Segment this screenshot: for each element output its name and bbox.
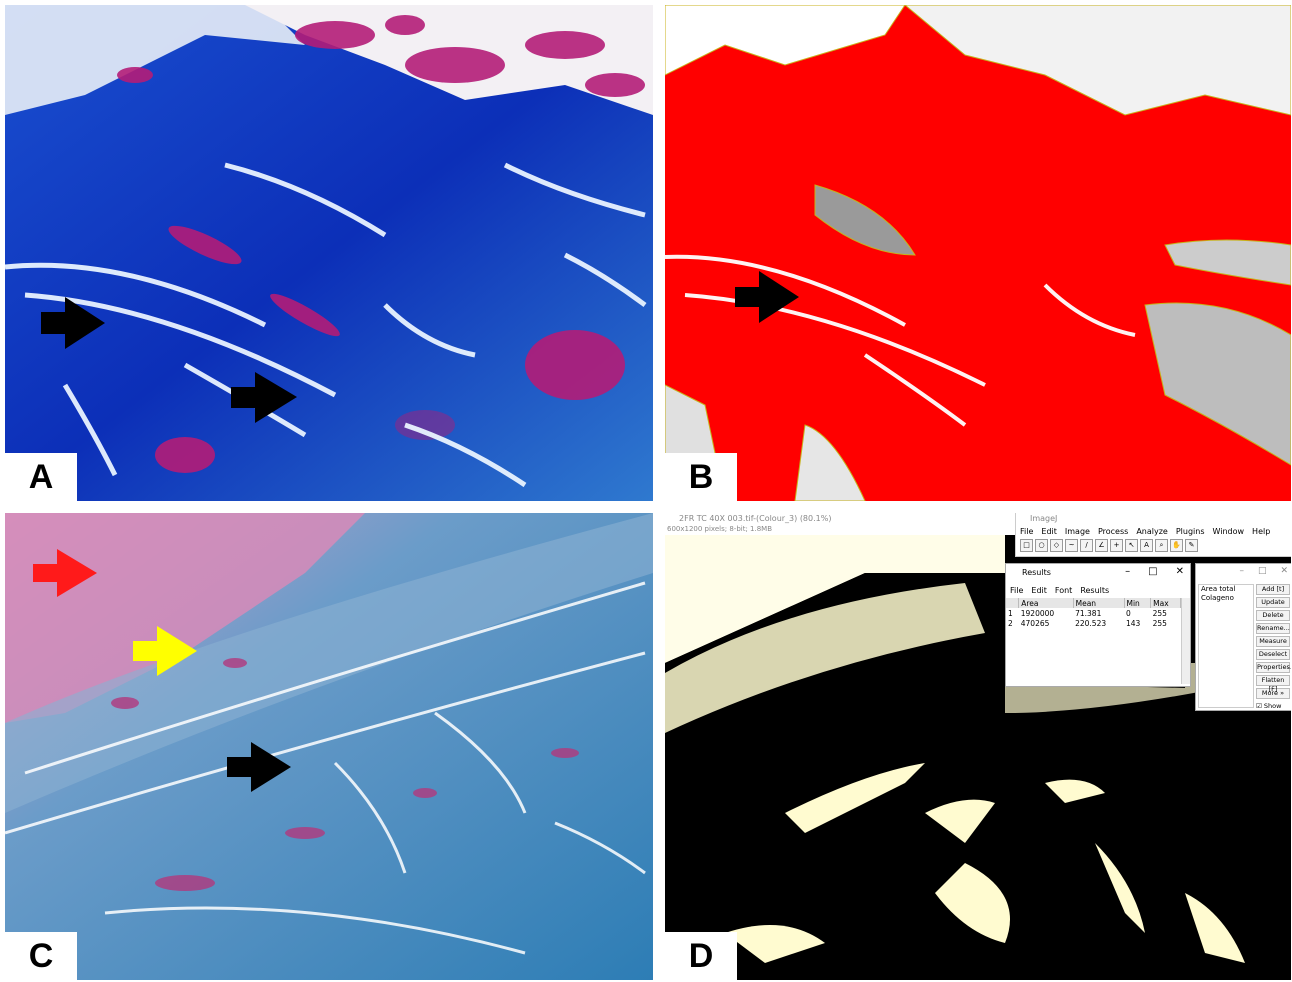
imagej-main-window: ImageJ File Edit Image Process Analyze P… <box>1015 513 1291 557</box>
column-header <box>1006 598 1020 608</box>
close-icon[interactable]: ✕ <box>1175 566 1184 577</box>
panel-a-micrograph: A <box>5 5 653 501</box>
cell: 470265 <box>1020 618 1050 628</box>
show-all-label: Show All <box>1256 702 1282 720</box>
panel-label: B <box>665 453 737 501</box>
delete-button[interactable]: Delete <box>1256 610 1290 621</box>
imagej-title: ImageJ <box>1030 514 1058 523</box>
wand-tool-icon[interactable]: ↖ <box>1125 539 1138 552</box>
menu-analyze[interactable]: Analyze <box>1136 527 1168 536</box>
list-item[interactable]: Colageno <box>1201 594 1234 602</box>
flatten-button[interactable]: Flatten [F] <box>1256 675 1290 693</box>
arrow-icon <box>33 549 97 597</box>
arrow-icon <box>227 742 291 792</box>
roi-buttons: Add [t] Update Delete Rename... Measure … <box>1256 584 1291 731</box>
column-header: Max <box>1150 598 1181 608</box>
oval-tool-icon[interactable]: ○ <box>1035 539 1048 552</box>
zoom-tool-icon[interactable]: ⌕ <box>1155 539 1168 552</box>
table-row[interactable]: 2 470265 220.523 143 255 <box>1006 618 1181 628</box>
panel-c-micrograph: C <box>5 513 653 980</box>
dropper-tool-icon[interactable]: ✎ <box>1185 539 1198 552</box>
hand-tool-icon[interactable]: ✋ <box>1170 539 1183 552</box>
maximize-icon[interactable]: □ <box>1148 566 1158 577</box>
menu-file[interactable]: File <box>1020 527 1034 536</box>
panel-label: A <box>5 453 77 501</box>
text-tool-icon[interactable]: A <box>1140 539 1153 552</box>
arrow-icon <box>133 626 197 676</box>
image-title: 2FR TC 40X 003.tif-(Colour_3) (80.1%) <box>679 514 832 523</box>
minimize-icon[interactable]: – <box>1125 566 1131 577</box>
labels-checkbox[interactable]: ☑ Labels <box>1256 722 1285 730</box>
angle-tool-icon[interactable]: ∠ <box>1095 539 1108 552</box>
rectangle-tool-icon[interactable]: □ <box>1020 539 1033 552</box>
results-table: Area Mean Min Max 1 1920000 71.381 0 255… <box>1006 598 1181 628</box>
results-menu-file[interactable]: File <box>1010 586 1024 595</box>
panel-b-threshold: B <box>665 5 1291 501</box>
freehand-tool-icon[interactable]: ~ <box>1065 539 1078 552</box>
image-window-title: 2FR TC 40X 003.tif-(Colour_3) (80.1%) 60… <box>665 513 1015 535</box>
menu-window[interactable]: Window <box>1212 527 1245 536</box>
cell: 71.381 <box>1075 608 1102 618</box>
results-menu-bar: File Edit Font Results <box>1010 586 1109 595</box>
show-all-checkbox[interactable]: ☑ Show All <box>1256 702 1282 720</box>
results-titlebar: Results – □ ✕ <box>1006 564 1190 580</box>
results-title: Results <box>1022 568 1051 577</box>
cell: 2 <box>1008 618 1013 628</box>
cell: 143 <box>1126 618 1141 628</box>
vertical-scrollbar[interactable] <box>1181 598 1190 684</box>
column-header: Mean <box>1073 598 1125 608</box>
list-item[interactable]: Area total <box>1201 585 1236 593</box>
close-icon[interactable]: ✕ <box>1280 566 1288 576</box>
menu-edit[interactable]: Edit <box>1041 527 1057 536</box>
results-window: Results – □ ✕ File Edit Font Results Are… <box>1005 563 1191 687</box>
labels-label: Labels <box>1263 722 1285 730</box>
panel-label: D <box>665 932 737 980</box>
arrow-icon <box>231 372 297 423</box>
arrow-icon <box>735 271 799 323</box>
cell: 255 <box>1152 608 1167 618</box>
imagej-toolbar: □ ○ ◇ ~ / ∠ + ↖ A ⌕ ✋ ✎ <box>1020 539 1198 552</box>
more-button[interactable]: More » <box>1256 688 1290 699</box>
panel-a-image <box>5 5 653 501</box>
panel-b-image <box>665 5 1291 501</box>
cell: 0 <box>1126 608 1131 618</box>
results-menu-font[interactable]: Font <box>1054 586 1073 595</box>
image-info: 600x1200 pixels; 8-bit; 1.8MB <box>667 525 773 533</box>
properties-button[interactable]: Properties... <box>1256 662 1291 673</box>
panel-label: C <box>5 932 77 980</box>
cell: 255 <box>1152 618 1167 628</box>
panel-d-binary-image <box>665 513 1291 980</box>
menu-image[interactable]: Image <box>1064 527 1090 536</box>
table-row[interactable]: 1 1920000 71.381 0 255 <box>1006 608 1181 618</box>
cell: 1 <box>1008 608 1013 618</box>
panel-d-imagej: 2FR TC 40X 003.tif-(Colour_3) (80.1%) 60… <box>665 513 1291 980</box>
update-button[interactable]: Update <box>1256 597 1290 608</box>
menu-help[interactable]: Help <box>1252 527 1271 536</box>
maximize-icon[interactable]: □ <box>1257 566 1267 576</box>
rename-button[interactable]: Rename... <box>1256 623 1290 634</box>
column-header: Min <box>1124 598 1152 608</box>
deselect-button[interactable]: Deselect <box>1256 649 1290 660</box>
minimize-icon[interactable]: – <box>1239 566 1244 576</box>
roi-manager-window: – □ ✕ Area total Colageno Add [t] Update… <box>1195 563 1291 730</box>
menu-process[interactable]: Process <box>1097 527 1129 536</box>
cell: 220.523 <box>1075 618 1107 628</box>
add-button[interactable]: Add [t] <box>1256 584 1290 595</box>
line-tool-icon[interactable]: / <box>1080 539 1093 552</box>
measure-button[interactable]: Measure <box>1256 636 1290 647</box>
panel-c-image <box>5 513 653 980</box>
column-header: Area <box>1018 598 1074 608</box>
imagej-menu-bar: File Edit Image Process Analyze Plugins … <box>1020 527 1270 536</box>
results-menu-results[interactable]: Results <box>1080 586 1110 595</box>
point-tool-icon[interactable]: + <box>1110 539 1123 552</box>
polygon-tool-icon[interactable]: ◇ <box>1050 539 1063 552</box>
results-menu-edit[interactable]: Edit <box>1031 586 1047 595</box>
roi-list: Area total Colageno <box>1198 584 1254 708</box>
cell: 1920000 <box>1020 608 1055 618</box>
arrow-icon <box>41 297 105 349</box>
menu-plugins[interactable]: Plugins <box>1175 527 1205 536</box>
